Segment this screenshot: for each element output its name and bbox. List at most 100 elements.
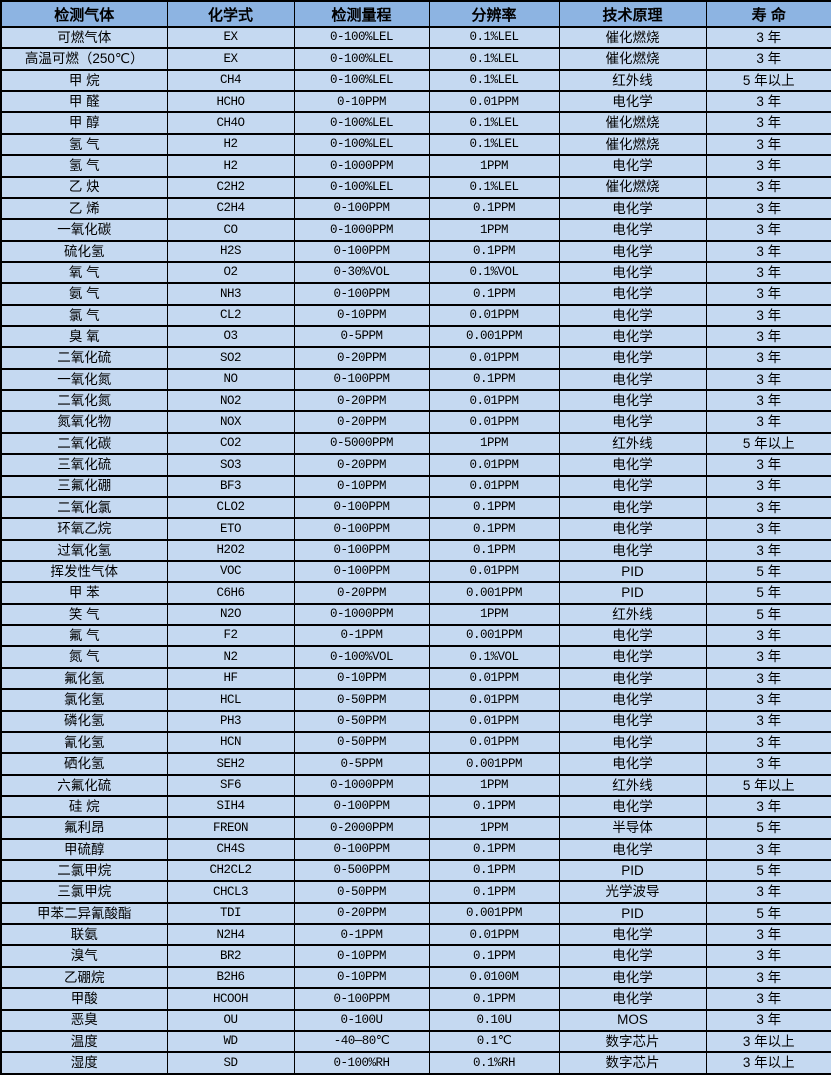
resolution-cell: 0.1PPM — [428, 794, 560, 819]
resolution-cell: 1PPM — [428, 773, 560, 797]
life-cell: 3 年 — [705, 837, 831, 862]
range-cell: 0-100PPM — [293, 559, 430, 584]
gas-name-cell: 氧 气 — [0, 260, 168, 285]
gas-name-cell: 二氧化硫 — [0, 346, 168, 370]
gas-name-cell: 氯化氢 — [0, 688, 168, 712]
principle-cell: 催化燃烧 — [558, 132, 707, 157]
principle-cell: 电化学 — [558, 794, 707, 819]
principle-cell: 电化学 — [558, 154, 707, 178]
gas-name-cell: 三氯甲烷 — [0, 880, 168, 904]
principle-cell: 电化学 — [558, 837, 707, 862]
life-cell: 3 年 — [705, 666, 831, 691]
gas-name-cell: 氰化氢 — [0, 730, 168, 755]
table-row: 三氯甲烷 CHCL3 0-50PPM 0.1PPM 光学波导 3 年 — [0, 880, 831, 904]
formula-cell: FREON — [166, 816, 295, 840]
life-cell: 3 年 — [705, 474, 831, 498]
principle-cell: PID — [558, 559, 707, 584]
principle-cell: 催化燃烧 — [558, 25, 707, 50]
principle-cell: PID — [558, 581, 707, 605]
range-cell: 0-1PPM — [293, 923, 430, 947]
range-cell: 0-100PPM — [293, 538, 430, 563]
range-cell: 0-100PPM — [293, 837, 430, 862]
life-cell: 3 年 — [705, 1008, 831, 1032]
formula-cell: CH4 — [166, 68, 295, 93]
life-cell: 5 年 — [705, 581, 831, 605]
life-cell: 3 年 — [705, 389, 831, 413]
life-cell: 5 年 — [705, 901, 831, 926]
life-cell: 3 年 — [705, 987, 831, 1011]
formula-cell: WD — [166, 1029, 295, 1054]
resolution-cell: 0.01PPM — [428, 730, 560, 755]
gas-name-cell: 甲 苯 — [0, 581, 168, 605]
formula-cell: NO — [166, 367, 295, 392]
range-cell: 0-100PPM — [293, 495, 430, 520]
resolution-cell: 0.1PPM — [428, 837, 560, 862]
principle-cell: 电化学 — [558, 325, 707, 349]
formula-cell: C2H2 — [166, 175, 295, 199]
principle-cell: 电化学 — [558, 218, 707, 242]
principle-cell: 电化学 — [558, 944, 707, 968]
formula-cell: BR2 — [166, 944, 295, 968]
gas-name-cell: 臭 氧 — [0, 325, 168, 349]
principle-cell: 电化学 — [558, 389, 707, 413]
life-cell: 3 年 — [705, 282, 831, 306]
life-cell: 3 年 — [705, 794, 831, 819]
formula-cell: SO3 — [166, 453, 295, 477]
table-row: 过氧化氢 H2O2 0-100PPM 0.1PPM 电化学 3 年 — [0, 538, 831, 563]
formula-cell: C6H6 — [166, 581, 295, 605]
resolution-cell: 0.001PPM — [428, 581, 560, 605]
gas-name-cell: 二氧化碳 — [0, 431, 168, 456]
gas-name-cell: 二氧化氮 — [0, 389, 168, 413]
range-cell: 0-1PPM — [293, 624, 430, 648]
resolution-cell: 0.1PPM — [428, 987, 560, 1011]
resolution-cell: 1PPM — [428, 602, 560, 627]
range-cell: -40—80℃ — [293, 1029, 430, 1054]
life-cell: 5 年以上 — [705, 773, 831, 797]
gas-name-cell: 硫化氢 — [0, 239, 168, 263]
table-row: 恶臭 OU 0-100U 0.10U MOS 3 年 — [0, 1008, 831, 1032]
gas-name-cell: 恶臭 — [0, 1008, 168, 1032]
range-cell: 0-100PPM — [293, 367, 430, 392]
resolution-cell: 1PPM — [428, 218, 560, 242]
resolution-cell: 0.01PPM — [428, 90, 560, 114]
header-gas: 检测气体 — [0, 0, 168, 28]
formula-cell: TDI — [166, 901, 295, 926]
range-cell: 0-2000PPM — [293, 816, 430, 840]
header-formula: 化学式 — [166, 0, 295, 28]
life-cell: 3 年 — [705, 303, 831, 328]
table-row: 氰化氢 HCN 0-50PPM 0.01PPM 电化学 3 年 — [0, 730, 831, 755]
life-cell: 3 年 — [705, 923, 831, 947]
table-row: 溴气 BR2 0-10PPM 0.1PPM 电化学 3 年 — [0, 944, 831, 968]
gas-name-cell: 一氧化碳 — [0, 218, 168, 242]
table-row: 臭 氧 O3 0-5PPM 0.001PPM 电化学 3 年 — [0, 325, 831, 349]
formula-cell: EX — [166, 47, 295, 71]
gas-name-cell: 一氧化氮 — [0, 367, 168, 392]
table-row: 乙 烯 C2H4 0-100PPM 0.1PPM 电化学 3 年 — [0, 196, 831, 221]
table-row: 乙 炔 C2H2 0-100%LEL 0.1%LEL 催化燃烧 3 年 — [0, 175, 831, 199]
gas-name-cell: 氮氧化物 — [0, 410, 168, 434]
range-cell: 0-100%LEL — [293, 132, 430, 157]
formula-cell: H2S — [166, 239, 295, 263]
table-row: 挥发性气体 VOC 0-100PPM 0.01PPM PID 5 年 — [0, 559, 831, 584]
resolution-cell: 0.1%LEL — [428, 175, 560, 199]
range-cell: 0-100PPM — [293, 282, 430, 306]
principle-cell: 电化学 — [558, 965, 707, 990]
principle-cell: 红外线 — [558, 68, 707, 93]
formula-cell: CH4O — [166, 111, 295, 135]
formula-cell: CLO2 — [166, 495, 295, 520]
principle-cell: 红外线 — [558, 431, 707, 456]
range-cell: 0-500PPM — [293, 858, 430, 883]
life-cell: 5 年 — [705, 816, 831, 840]
principle-cell: 半导体 — [558, 816, 707, 840]
principle-cell: 催化燃烧 — [558, 47, 707, 71]
table-row: 联氨 N2H4 0-1PPM 0.01PPM 电化学 3 年 — [0, 923, 831, 947]
formula-cell: N2 — [166, 645, 295, 669]
resolution-cell: 0.1PPM — [428, 282, 560, 306]
principle-cell: 电化学 — [558, 688, 707, 712]
table-row: 甲硫醇 CH4S 0-100PPM 0.1PPM 电化学 3 年 — [0, 837, 831, 862]
gas-name-cell: 硅 烷 — [0, 794, 168, 819]
resolution-cell: 0.001PPM — [428, 752, 560, 776]
gas-name-cell: 乙 烯 — [0, 196, 168, 221]
formula-cell: CO — [166, 218, 295, 242]
